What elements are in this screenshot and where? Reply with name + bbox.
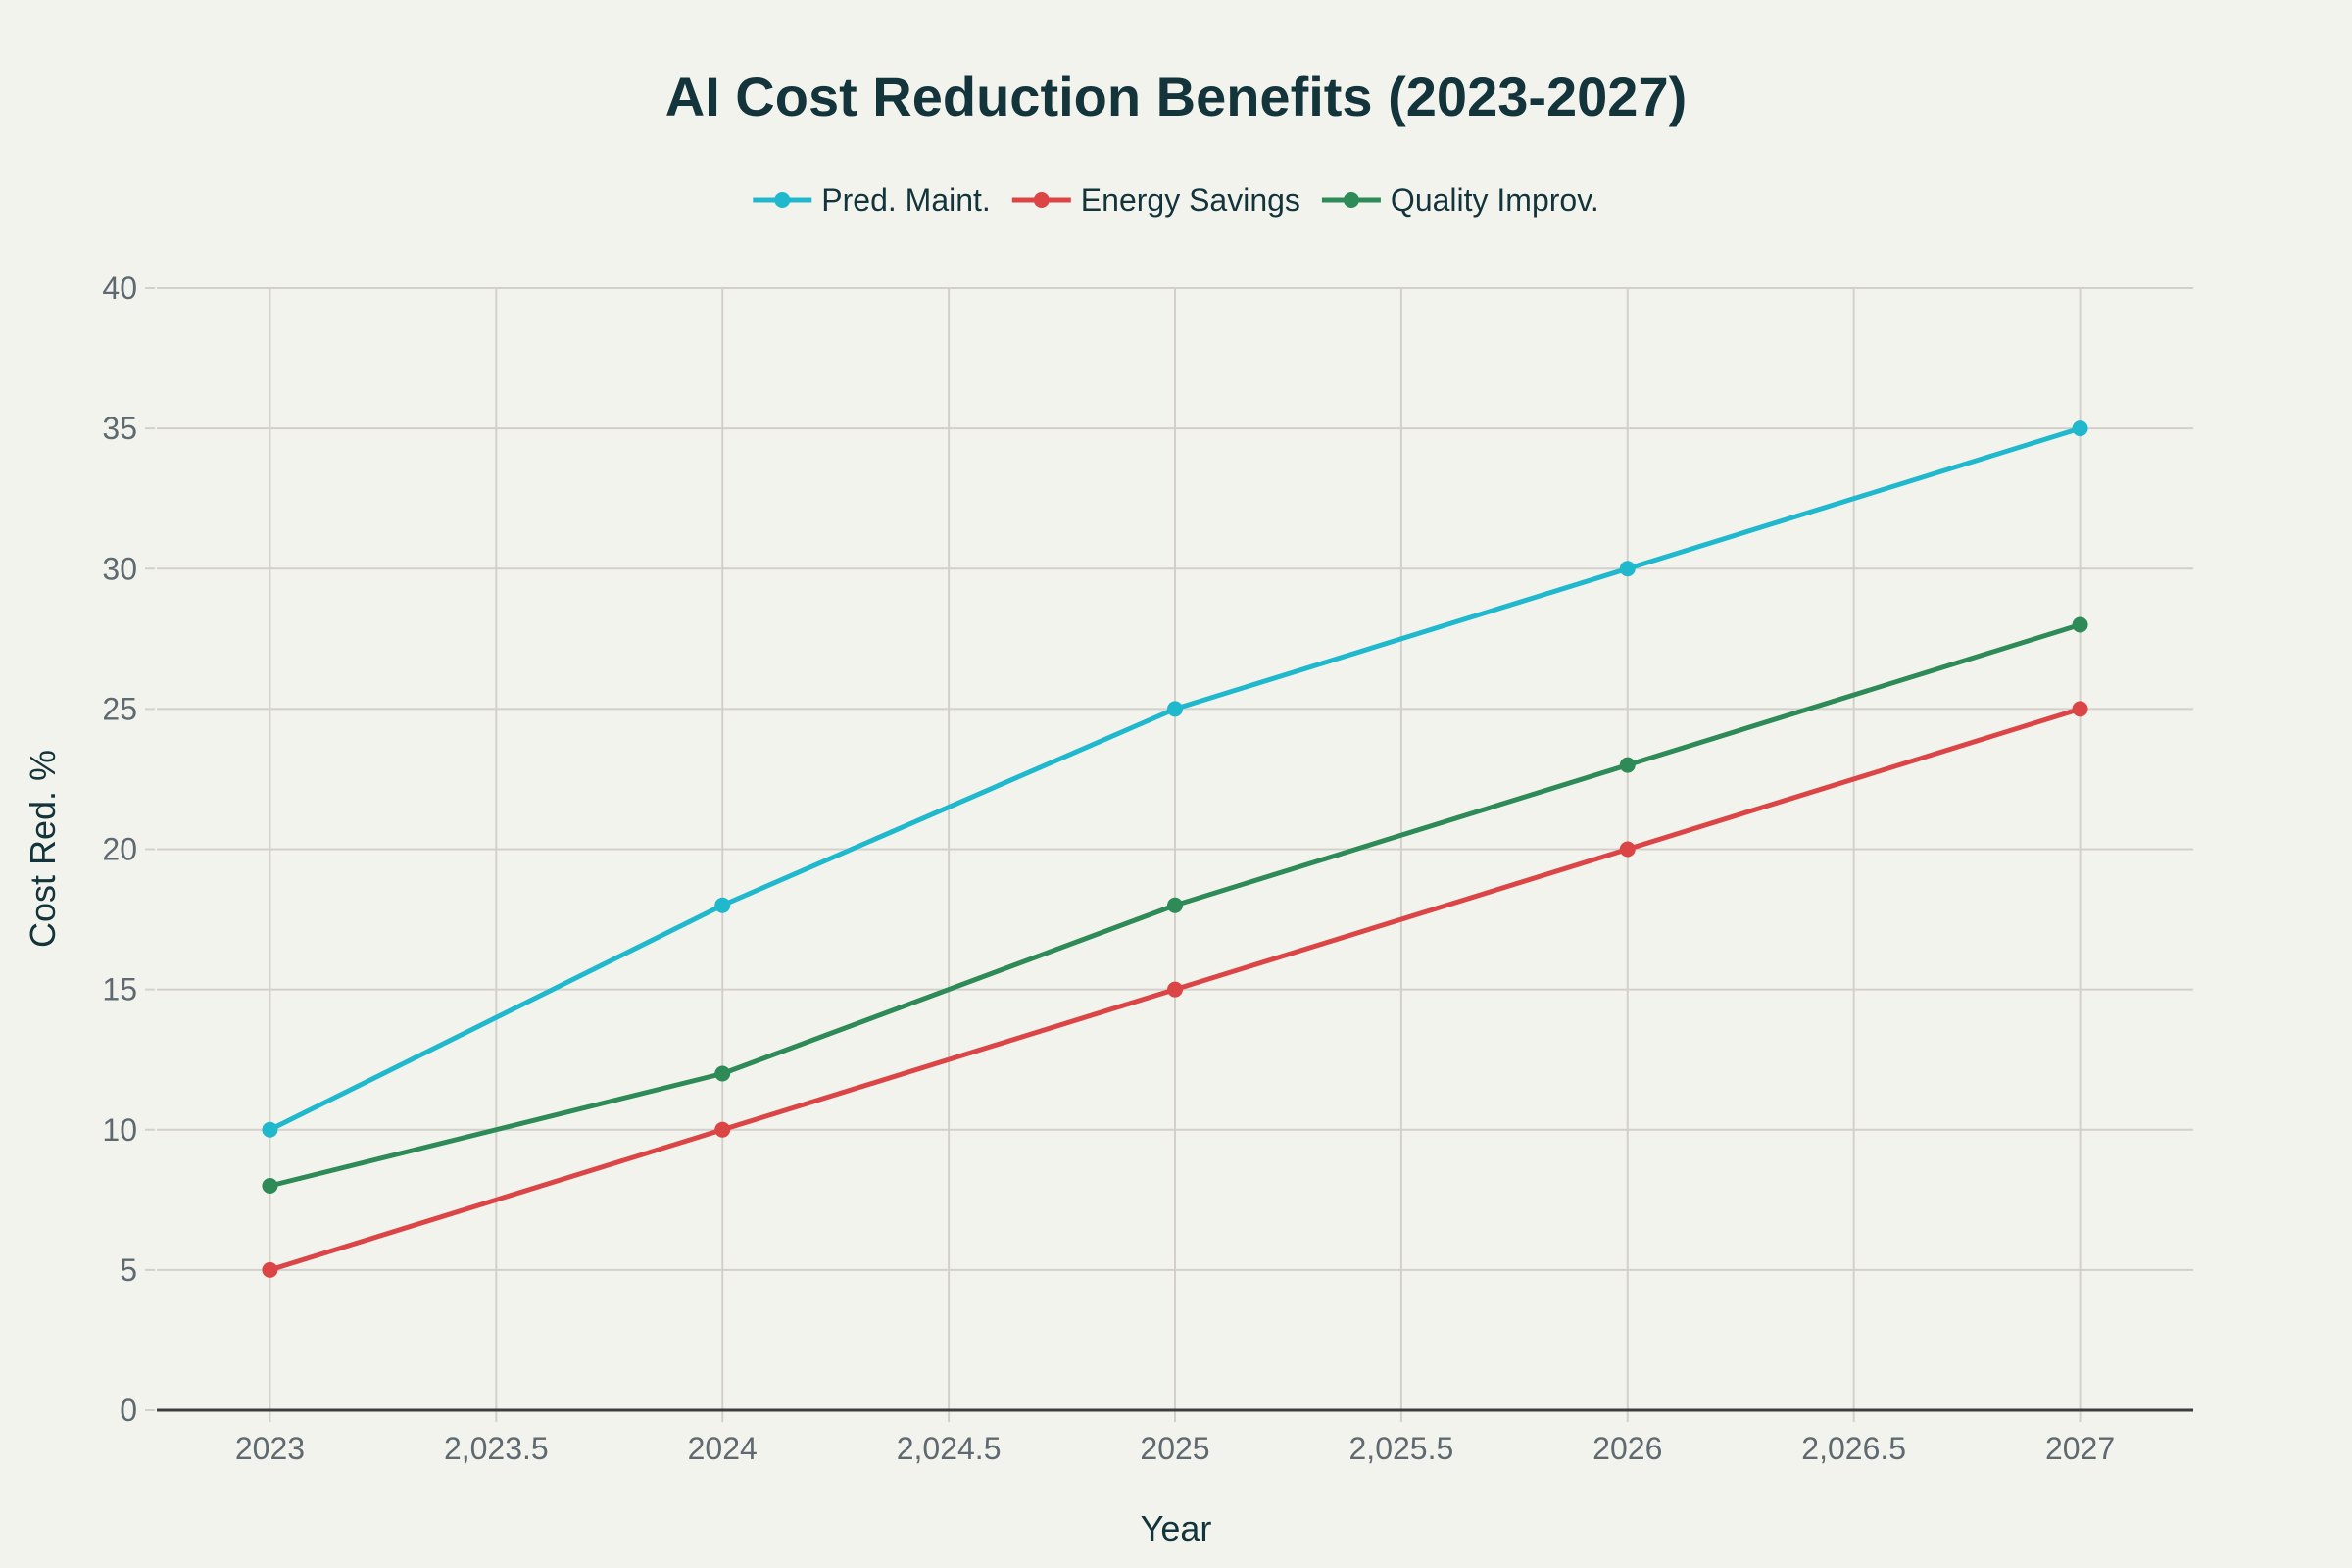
data-point [1167, 897, 1183, 913]
data-point [1167, 701, 1183, 717]
legend-swatch [1011, 192, 1071, 208]
y-tick-label: 15 [102, 972, 137, 1007]
y-tick-label: 35 [102, 411, 137, 446]
data-point [262, 1261, 278, 1278]
legend-label: Quality Improv. [1391, 182, 1599, 218]
x-axis-ticks: 2023 2,023.5 2024 2,024.5 2025 2,025.5 2026 2,0… [235, 1410, 2115, 1466]
legend-swatch [753, 192, 812, 208]
legend-marker [774, 192, 791, 208]
data-point [1167, 981, 1183, 998]
y-tick-label: 25 [102, 691, 137, 726]
data-point [714, 897, 731, 913]
data-point [262, 1178, 278, 1194]
data-point [2072, 701, 2088, 717]
series-quality-improv [262, 616, 2088, 1194]
y-tick-label: 30 [102, 551, 137, 586]
data-point [714, 1121, 731, 1138]
y-axis-ticks: 0 5 10 15 20 25 30 35 40 [102, 270, 155, 1428]
data-point [2072, 616, 2088, 633]
x-tick-label: 2026 [1592, 1431, 1662, 1466]
legend-label: Energy Savings [1081, 182, 1300, 218]
series-energy-savings [262, 701, 2088, 1278]
x-axis-title: Year [1141, 1508, 1212, 1548]
data-point [2072, 420, 2088, 437]
x-tick-label: 2,026.5 [1801, 1431, 1906, 1466]
x-tick-label: 2024 [688, 1431, 758, 1466]
x-tick-label: 2,023.5 [444, 1431, 549, 1466]
legend-label: Pred. Maint. [821, 182, 991, 218]
y-axis-title: Cost Red. % [23, 750, 63, 948]
y-tick-label: 5 [120, 1252, 137, 1288]
legend-marker [1033, 192, 1050, 208]
series-pred-maint [262, 420, 2088, 1138]
data-point [262, 1121, 278, 1138]
x-tick-label: 2,024.5 [897, 1431, 1002, 1466]
chart-title: AI Cost Reduction Benefits (2023-2027) [665, 66, 1687, 127]
y-tick-label: 10 [102, 1112, 137, 1148]
data-point [1619, 757, 1636, 773]
legend: Pred. Maint. Energy Savings Quality Improv… [753, 182, 1599, 218]
y-tick-label: 40 [102, 270, 137, 306]
data-point [714, 1065, 731, 1082]
data-point [1619, 561, 1636, 577]
x-tick-label: 2023 [235, 1431, 305, 1466]
x-tick-label: 2027 [2045, 1431, 2115, 1466]
x-tick-label: 2025 [1140, 1431, 1209, 1466]
legend-swatch [1321, 192, 1381, 208]
legend-marker [1343, 192, 1359, 208]
y-tick-label: 20 [102, 832, 137, 867]
y-tick-label: 0 [120, 1393, 137, 1428]
series-layer [262, 420, 2088, 1278]
data-point [1619, 841, 1636, 858]
x-tick-label: 2,025.5 [1349, 1431, 1454, 1466]
